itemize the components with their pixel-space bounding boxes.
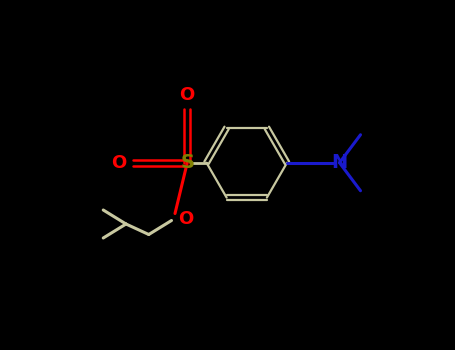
Text: O: O (178, 210, 194, 228)
Text: N: N (331, 153, 348, 172)
Text: O: O (180, 86, 195, 104)
Text: S: S (180, 153, 194, 172)
Text: O: O (111, 154, 126, 172)
